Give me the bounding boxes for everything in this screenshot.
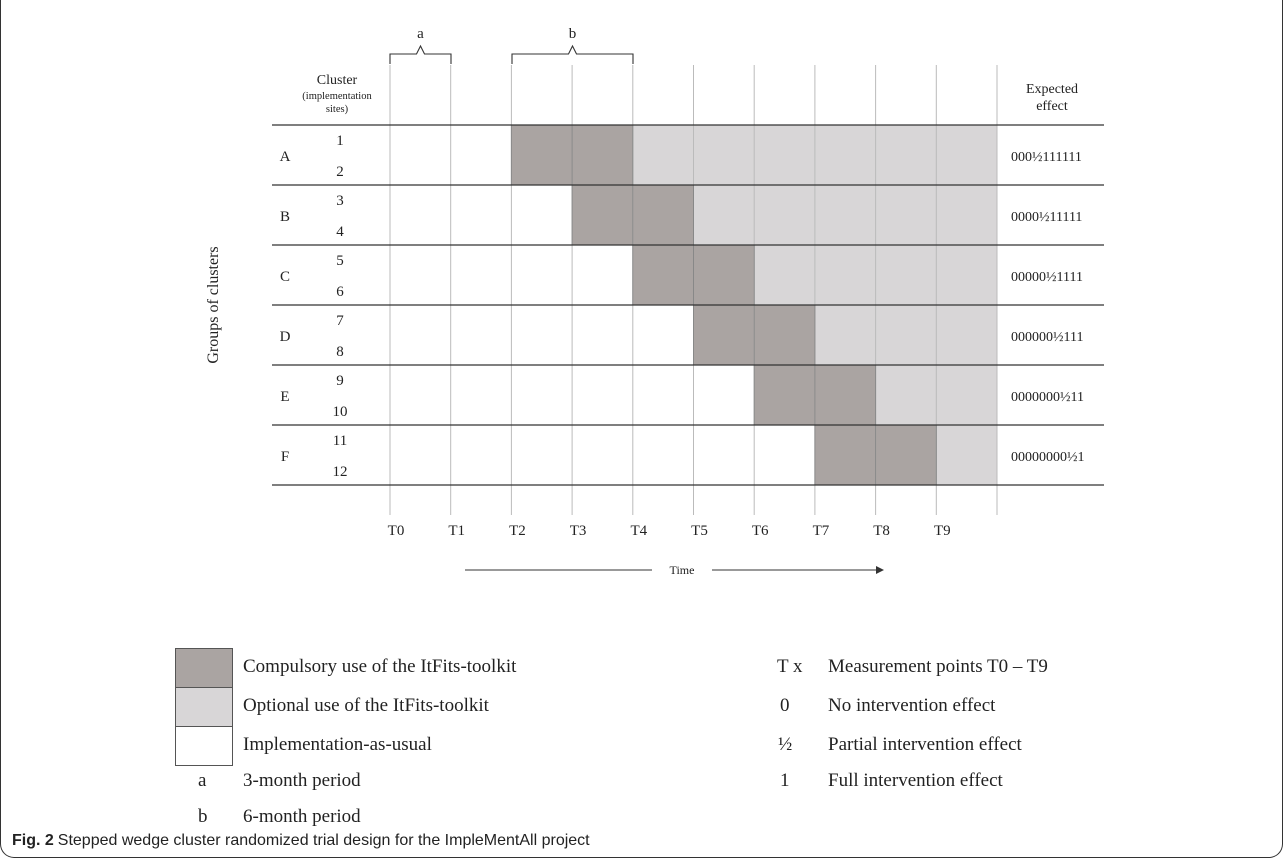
cluster-number: 5 <box>336 253 344 269</box>
expected-effect-B: 0000½11111 <box>1011 210 1082 225</box>
legend-key-one: 1 <box>780 770 790 791</box>
cluster-number: 6 <box>336 284 344 300</box>
legend-label-a: 3-month period <box>243 770 361 791</box>
bracket-a-label: a <box>417 26 424 42</box>
optional-cell-F <box>936 425 997 485</box>
legend-swatch-optional <box>175 687 233 727</box>
optional-cell-D <box>814 305 997 365</box>
expected-effect-F: 00000000½1 <box>1011 450 1085 465</box>
time-arrow-head <box>876 566 884 574</box>
caption-text: Stepped wedge cluster randomized trial d… <box>57 832 590 849</box>
time-label-T8: T8 <box>873 523 890 539</box>
time-label-T3: T3 <box>570 523 587 539</box>
effect-header-2: effect <box>1036 99 1068 114</box>
legend-label-one: Full intervention effect <box>828 770 1003 791</box>
time-label-T0: T0 <box>388 523 405 539</box>
legend-swatch-usual <box>175 726 233 766</box>
legend-key-b: b <box>198 806 208 827</box>
time-label-T4: T4 <box>630 523 647 539</box>
time-label-T5: T5 <box>691 523 708 539</box>
time-axis-label: Time <box>670 563 695 577</box>
cluster-number: 1 <box>336 133 344 149</box>
legend-swatch-compulsory <box>175 648 233 688</box>
time-label-T6: T6 <box>752 523 769 539</box>
group-label-F: F <box>281 449 289 465</box>
legend-key-tx: T x <box>777 656 803 677</box>
cluster-header: Cluster <box>317 73 358 88</box>
bracket-a <box>389 44 452 64</box>
time-label-T1: T1 <box>448 523 465 539</box>
cluster-number: 4 <box>336 224 344 240</box>
legend-label-compulsory: Compulsory use of the ItFits-toolkit <box>243 656 517 677</box>
time-label-T9: T9 <box>934 523 951 539</box>
legend-key-zero: 0 <box>780 695 790 716</box>
legend-label-b: 6-month period <box>243 806 361 827</box>
y-axis-label: Groups of clusters <box>205 246 222 363</box>
cluster-number: 7 <box>336 313 344 329</box>
time-label-T7: T7 <box>813 523 830 539</box>
bracket-b-label: b <box>569 26 577 42</box>
cluster-number: 9 <box>336 373 344 389</box>
legend-label-usual: Implementation-as-usual <box>243 734 432 755</box>
legend-label-half: Partial intervention effect <box>828 734 1022 755</box>
legend-label-tx: Measurement points T0 – T9 <box>828 656 1048 677</box>
group-label-E: E <box>280 389 289 405</box>
group-label-B: B <box>280 209 290 225</box>
cluster-header-sub2: sites) <box>326 104 349 115</box>
legend-key-a: a <box>198 770 207 791</box>
legend-label-optional: Optional use of the ItFits-toolkit <box>243 695 489 716</box>
effect-header: Expected <box>1026 82 1078 97</box>
legend-label-zero: No intervention effect <box>828 695 996 716</box>
figure-caption: Fig. 2 Stepped wedge cluster randomized … <box>12 832 590 850</box>
caption-label: Fig. 2 <box>12 832 54 849</box>
cluster-number: 8 <box>336 344 344 360</box>
cluster-number: 10 <box>333 404 348 420</box>
expected-effect-E: 0000000½11 <box>1011 390 1084 405</box>
cluster-number: 12 <box>333 464 348 480</box>
expected-effect-C: 00000½1111 <box>1011 270 1083 285</box>
cluster-number: 3 <box>336 193 344 209</box>
stepped-wedge-diagram: Cluster (implementation sites) Expected effe… <box>205 26 1104 577</box>
optional-cell-B <box>693 185 997 245</box>
group-label-D: D <box>280 329 291 345</box>
cluster-number: 2 <box>336 164 344 180</box>
expected-effect-D: 000000½111 <box>1011 330 1083 345</box>
expected-effect-A: 000½111111 <box>1011 150 1082 165</box>
group-label-A: A <box>280 149 291 165</box>
time-label-T2: T2 <box>509 523 526 539</box>
cluster-number: 11 <box>333 433 347 449</box>
group-label-C: C <box>280 269 290 285</box>
legend-key-half: ½ <box>778 734 793 755</box>
bracket-b <box>511 44 634 64</box>
cluster-header-sub: (implementation <box>302 91 372 102</box>
